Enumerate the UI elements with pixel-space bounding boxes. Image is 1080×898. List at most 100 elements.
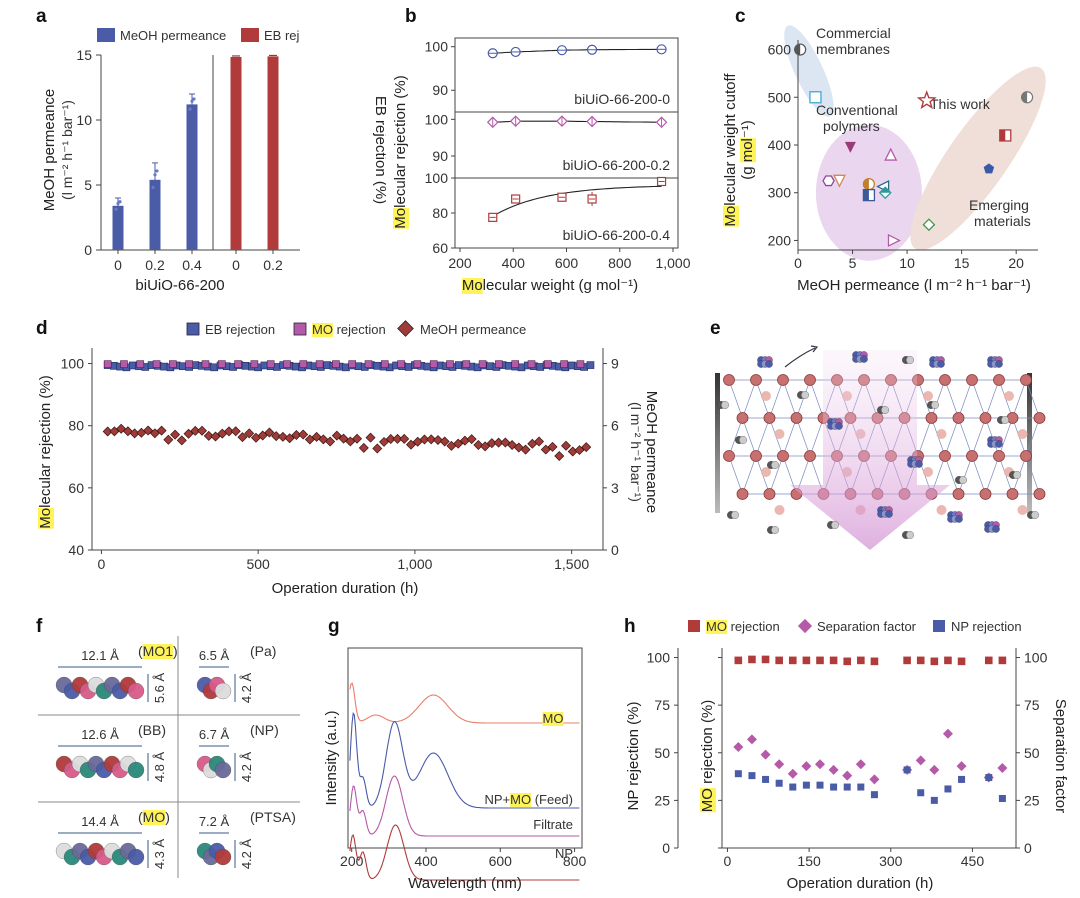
e-molecule (987, 436, 1003, 448)
h-point-np (830, 783, 838, 791)
h-point-np (930, 796, 938, 804)
d-point-meoh (156, 425, 167, 436)
d-point-mo (152, 360, 161, 368)
b-subplot-label: biUiO-66-200-0.2 (563, 157, 671, 173)
e-bounce-arrowhead (810, 345, 819, 353)
d-point-meoh (183, 428, 194, 439)
f-width-label: 14.4 Å (81, 814, 119, 829)
e-atom (992, 525, 1000, 533)
f-height-label: 4.3 Å (152, 838, 167, 869)
a-datapoint (153, 173, 157, 177)
e-flow-arrow (790, 350, 950, 550)
d-ytick-label-right: 0 (611, 542, 619, 558)
d-point-meoh (318, 434, 329, 445)
e-atom (860, 355, 868, 363)
b-ytick-label: 90 (432, 82, 448, 98)
d-point-meoh (547, 441, 558, 452)
d-point-meoh (419, 434, 430, 445)
h-point-np (748, 772, 756, 780)
e-pore (1017, 429, 1028, 439)
h-point-np (944, 785, 952, 793)
d-point-mo (250, 360, 259, 368)
e-zr-node (952, 488, 965, 500)
d-point-eb (291, 362, 300, 371)
g-spectrum-trace (349, 682, 580, 724)
d-ytick-label: 60 (68, 480, 84, 496)
panel-f-svg: f (MO1)12.1 Å5.6 Å(Pa)6.5 Å4.2 Å(BB)12.6… (36, 616, 300, 878)
text-highlight (461, 278, 483, 294)
d-point-meoh (453, 438, 464, 449)
d-point-meoh (331, 430, 342, 441)
e-zr-node (979, 412, 992, 424)
c-ytick-label: 500 (768, 89, 792, 105)
d-xtick-label: 0 (98, 556, 106, 572)
a-xtick-label: 0.4 (182, 257, 202, 273)
text-highlight (740, 138, 756, 163)
d-point-meoh (480, 441, 491, 452)
d-point-meoh (352, 433, 363, 444)
e-bond (1025, 417, 1040, 457)
d-point-meoh (405, 439, 416, 450)
e-atom (801, 391, 809, 399)
g-y-axis-title: Intensity (a.u.) (323, 710, 340, 805)
d-point-meoh (493, 437, 504, 448)
e-molecule (902, 356, 914, 364)
d-point-eb (210, 363, 219, 372)
c-xtick-label: 20 (1008, 255, 1024, 271)
e-pore (774, 505, 785, 515)
e-atom (906, 356, 914, 364)
d-point-mo (283, 360, 291, 368)
b-y-axis-title: Molecular rejection (%) (392, 75, 409, 228)
b-xtick-label: 1,000 (655, 255, 690, 271)
g-label-filtrate: Filtrate (533, 817, 573, 832)
e-zr-node (1033, 412, 1046, 424)
c-point (887, 233, 901, 248)
e-pore (774, 429, 785, 439)
h-point-sf (787, 768, 798, 779)
f-paren: ( (138, 643, 143, 659)
h-point-mo (748, 655, 756, 664)
panel-label-a: a (36, 6, 47, 27)
d-point-mo (462, 360, 471, 368)
d-point-meoh (513, 442, 524, 453)
e-zr-node (939, 450, 951, 462)
d-legend-mo: MO rejection (312, 322, 386, 337)
f-height-label: 4.8 Å (152, 751, 167, 782)
c-point (983, 163, 995, 174)
d-point-meoh (365, 432, 376, 443)
e-bond (944, 455, 959, 495)
c-point-star (916, 90, 937, 110)
d-point-mo (446, 360, 454, 368)
h-point-np (903, 766, 911, 774)
d-point-meoh (230, 426, 241, 437)
d-point-meoh (170, 429, 181, 440)
e-pore (761, 467, 771, 477)
g-spectrum-trace (349, 775, 580, 837)
d-point-meoh (432, 435, 443, 446)
e-molecule (902, 531, 914, 539)
h-point-np (958, 775, 966, 783)
e-zr-node (1006, 412, 1019, 424)
f-height-label: 5.6 Å (152, 672, 167, 703)
e-molecule (852, 351, 868, 363)
d-point-meoh (554, 450, 565, 461)
b-xtick-label: 800 (608, 255, 632, 271)
c-point-fill (879, 187, 891, 193)
h-point-np (870, 791, 878, 799)
f-width-label: 6.7 Å (199, 727, 230, 742)
d-point-meoh (277, 431, 288, 442)
e-molecule (757, 356, 773, 368)
e-molecule (767, 526, 779, 534)
b-ytick-label: 100 (425, 39, 449, 55)
e-molecule (827, 521, 839, 529)
d-point-mo (217, 360, 226, 368)
b-fit-curve (492, 48, 662, 54)
b-xtick-label: 600 (555, 255, 579, 271)
d-point-eb (505, 362, 513, 370)
c-y-axis-title-2: (g mol⁻¹) (739, 120, 756, 180)
d-point-mo (201, 360, 210, 368)
g-label-mo: MO (543, 711, 564, 726)
h-point-mo (843, 657, 852, 666)
h-point-sf (869, 774, 880, 785)
h-point-sf (997, 763, 1008, 773)
